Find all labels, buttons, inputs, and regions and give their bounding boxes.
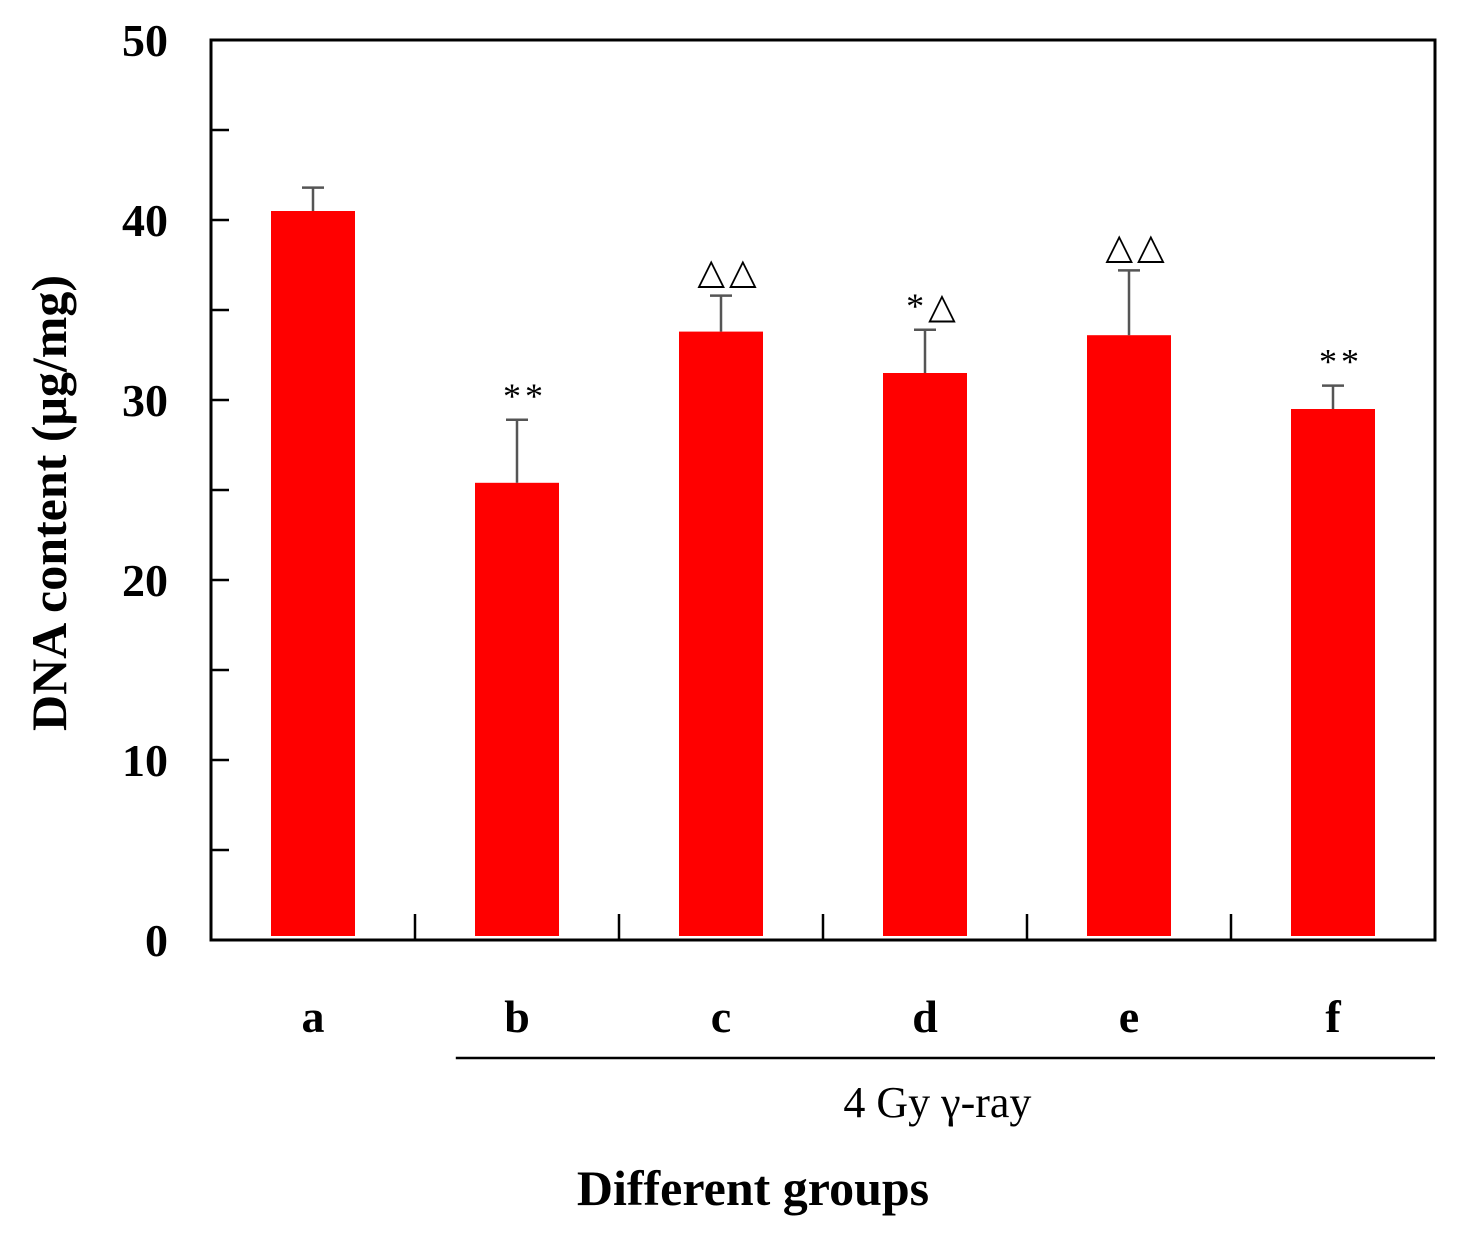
category-label-a: a (302, 991, 325, 1042)
significance-annotations-layer: ** △△ *△ △△ ** (503, 226, 1363, 416)
bar-e (1087, 335, 1171, 936)
y-tick-label: 30 (122, 375, 168, 426)
bar-f (1291, 409, 1375, 936)
y-axis-title: DNA content (μg/mg) (21, 275, 77, 731)
category-label-f: f (1325, 991, 1341, 1042)
bar-a (271, 211, 355, 936)
annotation-e: △△ (1105, 226, 1168, 266)
annotation-d: *△ (906, 286, 960, 326)
group-bracket-label: 4 Gy γ-ray (843, 1078, 1031, 1127)
annotation-c: △△ (697, 252, 760, 292)
annotation-f: ** (1319, 342, 1363, 382)
y-tick-label: 0 (145, 915, 168, 966)
x-axis-title: Different groups (577, 1160, 929, 1216)
error-bars-layer (302, 186, 1344, 483)
category-label-e: e (1119, 991, 1139, 1042)
y-tick-label: 10 (122, 735, 168, 786)
bar-b (475, 482, 559, 936)
x-axis-ticks (413, 914, 1233, 940)
y-tick-label: 20 (122, 555, 168, 606)
bar-d (883, 373, 967, 936)
category-label-b: b (504, 991, 530, 1042)
plot-frame (209, 38, 1437, 942)
category-labels: a b c d e f (302, 991, 1342, 1042)
y-axis-ticks: 0 10 20 30 40 50 (122, 15, 229, 966)
category-label-c: c (711, 991, 731, 1042)
y-tick-label: 40 (122, 195, 168, 246)
y-tick-label: 50 (122, 15, 168, 66)
category-label-d: d (912, 991, 938, 1042)
bars-layer (271, 211, 1375, 937)
annotation-b: ** (503, 376, 547, 416)
bar-c (679, 331, 763, 937)
